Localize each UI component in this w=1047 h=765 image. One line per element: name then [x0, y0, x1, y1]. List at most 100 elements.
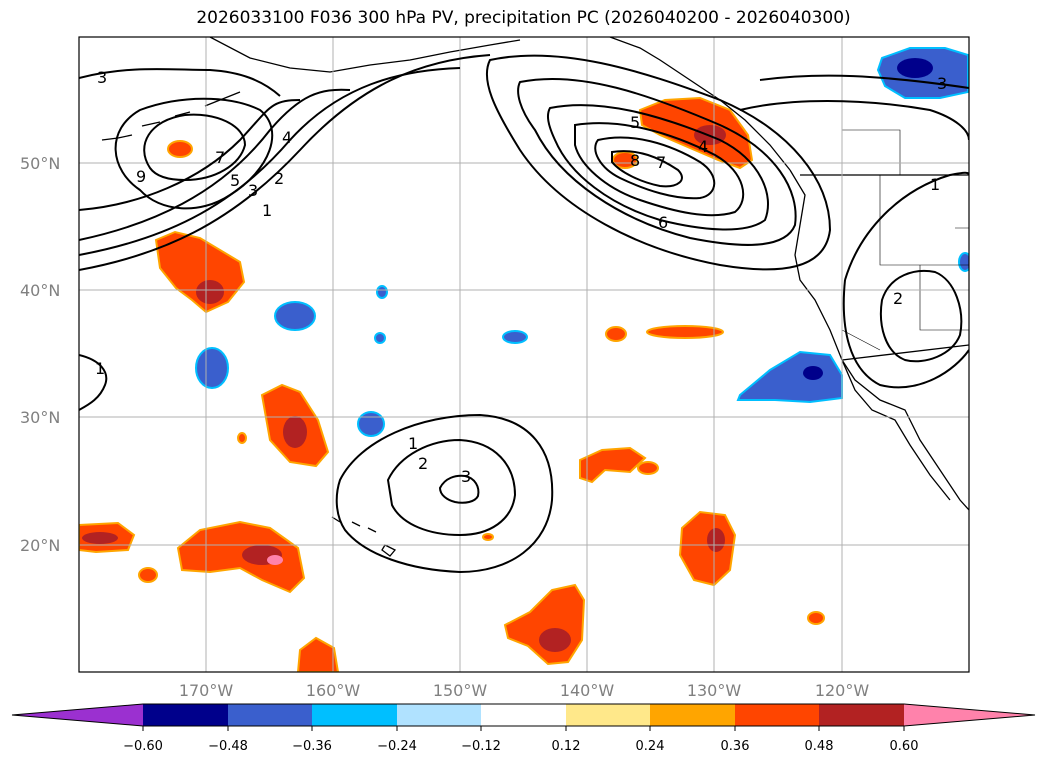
map-title: 2026033100 F036 300 hPa PV, precipitatio… — [196, 8, 851, 28]
precip-area-36n-134w — [646, 325, 724, 339]
precip-core-aleutian — [196, 280, 224, 304]
us-mexico-border — [841, 344, 969, 361]
precip-area-27n-137w — [637, 461, 659, 475]
pv-contours — [79, 54, 969, 574]
state-border-lines — [841, 37, 969, 351]
pv-label: 3 — [248, 181, 258, 200]
precip-neg-35n-170w — [195, 347, 229, 389]
pv-contour-west-edge — [79, 354, 108, 411]
lon-label-170w: 170°W — [179, 681, 234, 700]
precip-area-small-28n-172w — [237, 432, 247, 444]
colorbar-segment — [735, 704, 819, 726]
pv-contour-gulf-7 — [759, 74, 969, 89]
precip-area-20n-165w — [176, 520, 306, 594]
precip-core-30n-170w — [283, 416, 307, 448]
precip-neg-30n-156w — [357, 411, 385, 437]
colorbar-segment — [566, 704, 650, 726]
colorbar-segment — [397, 704, 481, 726]
lat-label-20n: 20°N — [20, 536, 60, 555]
precip-area-20n-128w — [678, 510, 737, 587]
colorbar-segment — [481, 704, 566, 726]
precip-neg-36n-154w — [374, 332, 386, 344]
southeast-alaska-coast — [609, 37, 791, 171]
colorbar — [11, 703, 1036, 727]
colorbar-tick-label: 0.48 — [805, 739, 834, 754]
baja-california — [841, 359, 951, 501]
colorbar-segment — [143, 704, 228, 726]
precip-neg-40n-154w — [376, 285, 388, 299]
colorbar-tick-labels: −0.60 −0.48 −0.36 −0.24 −0.12 0.12 0.24 … — [123, 739, 918, 754]
precip-area-12n-160w — [296, 636, 340, 672]
precip-area-small-25n-150w — [482, 533, 494, 541]
lat-label-40n: 40°N — [20, 281, 60, 300]
colorbar-extend-min — [12, 704, 143, 726]
map-frame — [78, 36, 970, 673]
colorbar-tick-marks — [142, 726, 905, 731]
hawaiian-islands — [331, 516, 397, 557]
colorbar-tick-label: −0.36 — [292, 739, 332, 754]
pv-label: 1 — [95, 359, 105, 378]
pv-contour-gulf-4 — [574, 122, 745, 217]
colorbar-tick-label: −0.48 — [208, 739, 248, 754]
colorbar-tick-label: 0.60 — [890, 739, 919, 754]
pv-contour-gulf-3 — [546, 104, 769, 231]
gridlines — [79, 37, 969, 672]
colorbar-tick-label: −0.60 — [123, 739, 163, 754]
pv-label: 8 — [630, 151, 640, 170]
pv-label: 3 — [937, 74, 947, 93]
precip-core-15n-145w — [539, 628, 571, 652]
precip-neg-core-ne-corner — [897, 58, 933, 78]
lon-label-140w: 140°W — [560, 681, 615, 700]
pv-contour-central-1 — [335, 413, 554, 574]
colorbar-tick-label: 0.24 — [636, 739, 665, 754]
pv-label: 3 — [461, 467, 471, 486]
lat-label-30n: 30°N — [20, 408, 60, 427]
pv-label: 2 — [274, 169, 284, 188]
precip-area-35n-140w — [605, 326, 627, 342]
lon-label-160w: 160°W — [306, 681, 361, 700]
pv-contour-gulf-8 — [739, 100, 969, 141]
lon-label-150w: 150°W — [433, 681, 488, 700]
precip-core-20n-128w — [707, 528, 725, 552]
pv-label: 6 — [658, 213, 668, 232]
pv-label: 7 — [215, 148, 225, 167]
pv-contour-gulf-outer — [485, 54, 832, 271]
alaska-coastline — [209, 37, 521, 73]
longitude-labels: 170°W 160°W 150°W 140°W 130°W 120°W — [179, 681, 870, 700]
pv-contour-central-3 — [438, 474, 480, 504]
pv-contour-central-2 — [386, 438, 517, 537]
lon-label-120w: 120°W — [815, 681, 870, 700]
coastlines — [101, 37, 969, 557]
pv-label: 1 — [408, 434, 418, 453]
precip-area-small-nw — [167, 140, 193, 158]
precip-area-small-18n — [138, 567, 158, 583]
colorbar-tick-label: 0.36 — [721, 739, 750, 754]
pv-label: 2 — [418, 454, 428, 473]
precip-positive-areas — [79, 96, 825, 672]
pv-contour-west-trough-6 — [143, 113, 247, 182]
pv-contour-west-trough-4 — [79, 99, 301, 211]
pv-label: 1 — [930, 175, 940, 194]
pv-label: 5 — [230, 171, 240, 190]
colorbar-tick-label: 0.12 — [552, 739, 581, 754]
precip-peak-20n-165w — [267, 555, 283, 565]
aleutian-islands — [101, 91, 241, 141]
pv-label: 5 — [630, 113, 640, 132]
precip-area-small-15n-122w — [807, 611, 825, 625]
colorbar-tick-label: −0.12 — [461, 739, 501, 754]
pv-contour-west-trough-2 — [79, 67, 461, 256]
pv-label: 1 — [262, 201, 272, 220]
pv-contour-west-trough-5 — [114, 97, 274, 210]
pv-contour-west-trough-7 — [79, 68, 281, 97]
precip-neg-42n-113w — [958, 252, 969, 272]
pv-label: 9 — [136, 167, 146, 186]
latitude-labels: 50°N 40°N 30°N 20°N — [20, 154, 60, 555]
pv-label: 4 — [282, 128, 292, 147]
colorbar-extend-max — [904, 704, 1035, 726]
precip-neg-core-california-coast — [803, 366, 823, 380]
lat-label-50n: 50°N — [20, 154, 60, 173]
precip-neg-38n-162w — [274, 301, 316, 331]
pv-contour-labels: 3 9 7 5 4 3 2 1 5 4 8 7 6 1 1 2 3 1 2 3 — [95, 68, 947, 486]
state-borders — [841, 37, 969, 351]
